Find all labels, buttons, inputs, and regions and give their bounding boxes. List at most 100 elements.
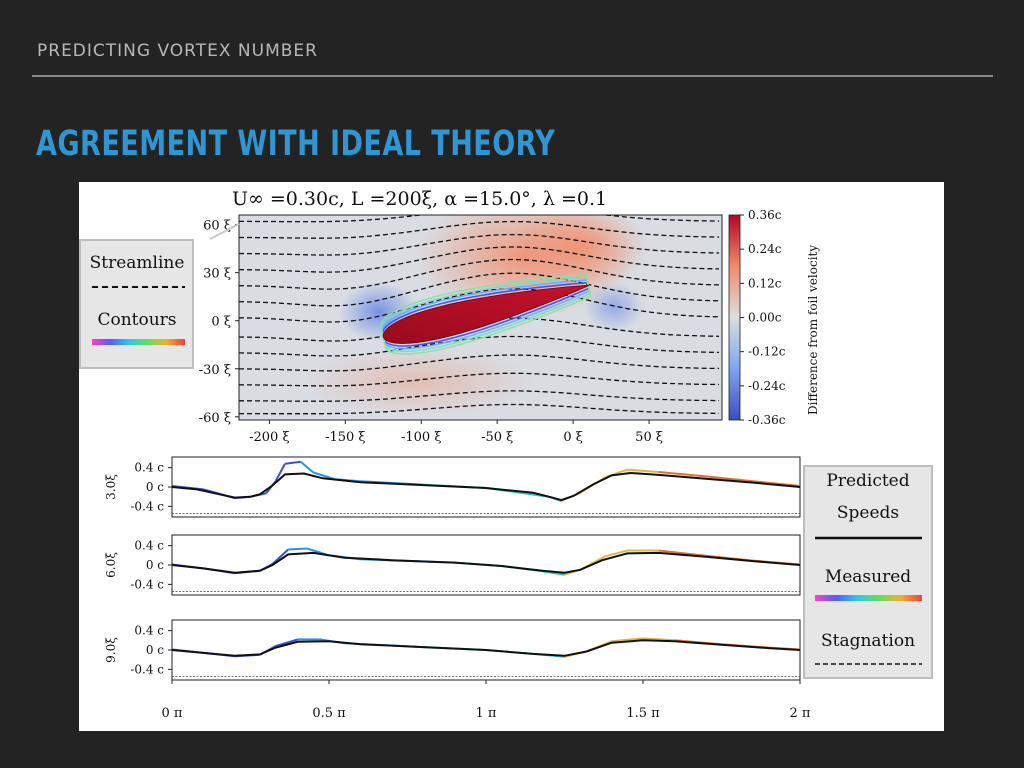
streamline: [239, 233, 720, 256]
streamline: [239, 372, 720, 387]
measured-speed-segment: [752, 480, 801, 487]
colorbar-ticks: 0.36c 0.24c 0.12c 0.00c -0.12c -0.24c -0.36c: [740, 208, 786, 427]
contour-line: [379, 273, 592, 355]
speed-y-tick-label: 0 c: [146, 480, 164, 494]
legend-predicted-label-2: Speeds: [837, 503, 899, 523]
speed-x-tick-label: 2 π: [790, 706, 811, 721]
flow-field-frame: [238, 214, 723, 421]
figure-panel: -200 ξ -150 ξ -100 ξ -50 ξ 0 ξ 50 ξ 60 ξ 30 ξ 0…: [79, 182, 944, 731]
streamline: [239, 403, 720, 415]
measured-speed-segment: [658, 549, 706, 557]
speed-x-tick-label: 0 π: [162, 706, 183, 721]
speed-panel: 0.4 c 0 c -0.4 c 9.0ξ: [104, 619, 801, 681]
speed-y-tick-label: -0.4 c: [130, 499, 164, 513]
flow-legend-box: [79, 239, 194, 369]
flow-y-tick-label: 0 ξ: [211, 315, 231, 330]
measured-speed-segment: [605, 549, 628, 558]
flow-plot-title: U∞ =0.30c, L =200ξ, α =15.0°, λ =0.1: [232, 188, 607, 210]
streamline: [239, 246, 720, 273]
colorbar-label: Difference from foil velocity: [806, 245, 820, 415]
flow-y-tick-label: -60 ξ: [199, 411, 231, 426]
flow-x-tick-label: 50 ξ: [635, 430, 663, 445]
slide-title: AGREEMENT WITH IDEAL THEORY: [36, 124, 556, 164]
speed-y-tick-label: -0.4 c: [130, 577, 164, 591]
streamlines: [239, 215, 720, 415]
legend-predicted-label-1: Predicted: [826, 471, 909, 491]
figure-svg: -200 ξ -150 ξ -100 ξ -50 ξ 0 ξ 50 ξ 60 ξ 30 ξ 0…: [79, 188, 933, 721]
legend-measured-label: Measured: [825, 567, 911, 587]
legend-measured-swatch: [815, 595, 922, 601]
speed-panels: 0.4 c 0 c -0.4 c 3.0ξ 0.4 c 0 c -0.4 c 6.0ξ 0.4 …: [104, 456, 801, 681]
colorbar-gradient: [728, 214, 741, 421]
speed-y-tick-label: 0.4 c: [134, 461, 164, 475]
flow-y-axis: 60 ξ 30 ξ 0 ξ -30 ξ -60 ξ: [199, 219, 239, 426]
panel-radius-label: 6.0ξ: [104, 552, 118, 578]
foil-contours: [379, 273, 592, 355]
measured-speed-segment: [274, 463, 286, 482]
speed-y-tick-label: 0 c: [146, 558, 164, 572]
measured-speed-segment: [642, 637, 675, 642]
panel-radius-label: 3.0ξ: [104, 474, 118, 500]
streamline: [239, 258, 720, 290]
measured-speed-segment: [271, 548, 289, 565]
speed-legend-box: [803, 465, 933, 679]
colorbar-tick-label: -0.12c: [748, 345, 786, 359]
colorbar-tick-label: 0.12c: [748, 276, 782, 290]
predicted-speed-line: [171, 471, 801, 502]
predicted-speed-line: [171, 551, 801, 574]
measured-speed-segment: [284, 460, 301, 465]
measured-speed-segment: [611, 637, 644, 643]
measured-speed-segment: [300, 461, 314, 474]
streamline: [239, 288, 720, 323]
header-divider: [32, 75, 993, 77]
flow-field-plot: -200 ξ -150 ξ -100 ξ -50 ξ 0 ξ 50 ξ 60 ξ 30 ξ 0…: [199, 188, 723, 445]
flow-x-tick-label: -50 ξ: [481, 430, 513, 445]
predicted-speed-line: [171, 639, 801, 657]
legend-callout-line: [209, 223, 240, 240]
speed-x-tick-label: 0.5 π: [312, 706, 346, 721]
flow-x-tick-label: -150 ξ: [325, 430, 366, 445]
colorbar-tick-label: 0.36c: [748, 208, 782, 222]
streamline: [239, 215, 720, 223]
section-kicker: PREDICTING VORTEX NUMBER: [37, 41, 318, 61]
streamline: [239, 220, 720, 239]
streamline: [239, 390, 720, 402]
high-speed-region-top: [509, 215, 649, 292]
measured-speed-segment: [658, 471, 706, 478]
speed-x-tick-label: 1 π: [476, 706, 497, 721]
measured-speed-segment: [275, 638, 298, 648]
colorbar-tick-label: -0.36c: [748, 413, 786, 427]
streamline: [239, 272, 720, 307]
speed-y-tick-label: -0.4 c: [130, 662, 164, 676]
colorbar-tick-label: -0.24c: [748, 379, 786, 393]
speed-y-tick-label: 0.4 c: [134, 539, 164, 553]
measured-speed-segment: [627, 468, 659, 473]
streamline: [239, 354, 719, 372]
flow-legend: Streamline Contours: [79, 223, 240, 369]
speed-y-tick-label: 0 c: [146, 643, 164, 657]
colorbar: 0.36c 0.24c 0.12c 0.00c -0.12c -0.24c -0.36c D…: [728, 208, 820, 427]
colorbar-tick-label: 0.24c: [748, 242, 782, 256]
legend-stagnation-label: Stagnation: [821, 631, 915, 651]
measured-speed-segment: [313, 471, 336, 481]
flow-y-tick-label: 60 ξ: [203, 219, 231, 234]
speed-legend: Predicted Speeds Measured Stagnation: [803, 465, 933, 679]
measured-speed-segment: [288, 547, 308, 551]
flow-x-axis: -200 ξ -150 ξ -100 ξ -50 ξ 0 ξ 50 ξ: [249, 420, 663, 445]
speed-x-tick-label: 1.5 π: [626, 706, 660, 721]
speed-y-tick-label: 0.4 c: [134, 624, 164, 638]
measured-speed-segment: [705, 475, 754, 483]
legend-streamline-label: Streamline: [90, 253, 185, 273]
flow-y-tick-label: -30 ξ: [199, 363, 231, 378]
legend-contours-label: Contours: [97, 310, 176, 330]
colorbar-tick-label: 0.00c: [748, 311, 782, 325]
flow-field-layer: [239, 215, 720, 417]
speed-panel: 0.4 c 0 c -0.4 c 3.0ξ: [104, 456, 801, 518]
hydrofoil: [382, 284, 589, 344]
speed-x-axis: 0 π 0.5 π 1 π 1.5 π 2 π: [162, 680, 811, 721]
flow-x-tick-label: 0 ξ: [563, 430, 583, 445]
legend-contours-swatch: [92, 339, 185, 345]
high-speed-region-lower: [299, 347, 539, 417]
low-speed-region-trailing: [584, 282, 644, 332]
flow-x-tick-label: -100 ξ: [401, 430, 442, 445]
